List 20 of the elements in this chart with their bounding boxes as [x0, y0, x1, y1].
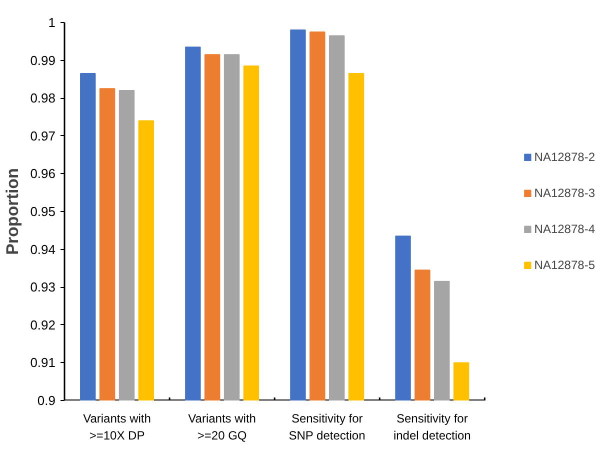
y-tick-label: 0.93 — [30, 280, 56, 295]
x-tick-label: Sensitivity for SNP detection — [288, 412, 366, 442]
y-tick-label: 0.9 — [37, 393, 56, 408]
y-tick-label: 0.97 — [30, 128, 56, 144]
legend-label: NA12878-3 — [534, 186, 595, 200]
legend-label: NA12878-2 — [534, 150, 595, 164]
legend-label: NA12878-4 — [534, 222, 595, 236]
y-tick-label: 0.92 — [30, 317, 56, 332]
y-tick-label: 1 — [48, 15, 56, 30]
y-axis-title: Proportion — [3, 168, 22, 255]
x-tick-label: Variants with >=20 GQ — [188, 412, 256, 442]
y-tick-label: 0.91 — [30, 355, 56, 370]
y-tick-label: 0.96 — [30, 166, 56, 182]
y-tick-label: 0.95 — [30, 204, 56, 219]
y-tick-label: 0.94 — [30, 242, 56, 257]
legend-label: NA12878-5 — [534, 258, 595, 272]
x-tick-label: Variants with >=10X DP — [83, 412, 151, 442]
y-tick-label: 0.98 — [30, 90, 56, 106]
x-tick-label: Sensitivity for indel detection — [393, 412, 471, 442]
y-tick-label: 0.99 — [30, 52, 56, 68]
